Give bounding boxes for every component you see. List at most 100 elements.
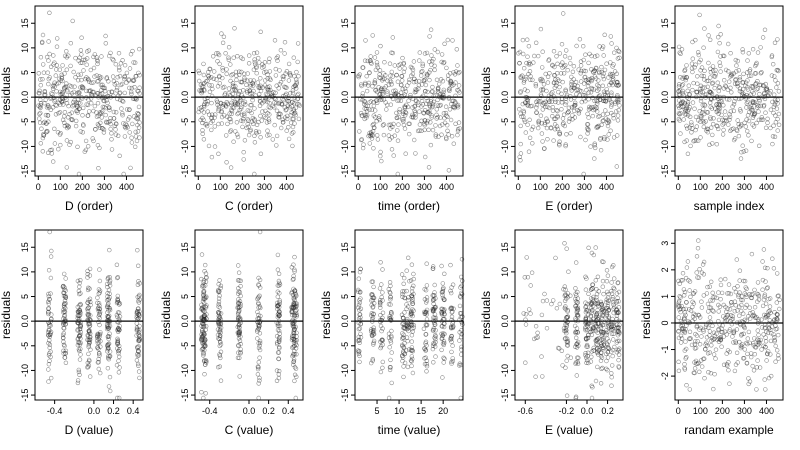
scatter-point xyxy=(564,132,569,137)
scatter-point xyxy=(615,94,620,100)
scatter-point xyxy=(775,67,780,73)
scatter-point xyxy=(706,370,711,375)
scatter-point xyxy=(610,347,616,353)
scatter-point xyxy=(257,320,262,326)
scatter-point xyxy=(714,142,719,147)
scatter-point xyxy=(589,319,595,324)
scatter-point xyxy=(449,285,454,290)
scatter-point xyxy=(578,134,583,140)
scatter-point xyxy=(265,128,270,133)
scatter-point xyxy=(389,147,395,152)
scatter-point xyxy=(606,346,612,351)
scatter-point xyxy=(378,305,383,310)
scatter-point xyxy=(220,85,226,90)
scatter-point xyxy=(75,97,81,102)
scatter-point xyxy=(434,107,439,112)
scatter-point xyxy=(48,95,53,100)
scatter-point xyxy=(568,131,573,136)
scatter-point xyxy=(575,289,580,295)
scatter-point xyxy=(770,256,775,261)
scatter-point xyxy=(720,314,726,319)
scatter-point xyxy=(61,348,66,353)
x-tick-label: 0.4 xyxy=(127,406,140,416)
scatter-point xyxy=(530,141,535,146)
scatter-point xyxy=(69,110,75,115)
scatter-point xyxy=(116,65,122,70)
scatter-point xyxy=(370,358,375,363)
scatter-point xyxy=(736,294,741,299)
scatter-point xyxy=(714,94,720,99)
scatter-point xyxy=(237,355,242,361)
scatter-point xyxy=(272,122,277,128)
scatter-point xyxy=(388,295,393,300)
scatter-point xyxy=(588,105,594,110)
y-tick-label: 0.0 xyxy=(500,315,510,328)
scatter-point xyxy=(687,125,692,130)
scatter-point xyxy=(572,296,578,302)
scatter-point xyxy=(356,289,361,294)
scatter-point xyxy=(75,77,81,83)
scatter-point xyxy=(456,88,461,93)
scatter-point xyxy=(616,331,622,336)
x-tick-label: 400 xyxy=(119,182,134,192)
scatter-point xyxy=(446,168,452,173)
scatter-point xyxy=(571,63,577,69)
scatter-point xyxy=(739,344,745,349)
scatter-point xyxy=(202,269,207,274)
scatter-point xyxy=(458,395,463,401)
scatter-point xyxy=(737,86,743,91)
scatter-point xyxy=(679,83,685,88)
scatter-point xyxy=(86,351,91,357)
scatter-point xyxy=(682,289,688,295)
scatter-point xyxy=(62,355,67,360)
scatter-point xyxy=(736,133,742,139)
scatter-point xyxy=(582,75,587,80)
scatter-point xyxy=(265,110,270,116)
scatter-point xyxy=(429,62,434,67)
scatter-point xyxy=(565,309,570,314)
scatter-point xyxy=(739,150,744,155)
scatter-point xyxy=(741,356,747,361)
scatter-point xyxy=(202,296,208,301)
scatter-point xyxy=(592,68,597,73)
scatter-point xyxy=(776,122,782,128)
scatter-point xyxy=(107,280,112,285)
scatter-point xyxy=(218,378,224,383)
scatter-point xyxy=(237,317,243,322)
scatter-point xyxy=(561,287,566,292)
scatter-point xyxy=(520,37,526,43)
scatter-point xyxy=(281,74,287,79)
scatter-point xyxy=(388,315,394,321)
plot-frame xyxy=(354,229,464,401)
scatter-point xyxy=(692,366,698,371)
scatter-point xyxy=(614,350,620,355)
scatter-point xyxy=(411,79,417,85)
scatter-point xyxy=(135,122,140,128)
scatter-point xyxy=(118,82,124,88)
scatter-point xyxy=(449,101,454,107)
scatter-point xyxy=(54,103,59,108)
scatter-point xyxy=(430,266,436,271)
scatter-point xyxy=(525,122,530,127)
scatter-point xyxy=(236,301,241,306)
scatter-point xyxy=(396,97,401,103)
scatter-point xyxy=(122,134,128,139)
y-tick-label: -10 xyxy=(180,364,190,377)
scatter-point xyxy=(400,353,405,359)
scatter-point xyxy=(737,75,743,80)
scatter-point xyxy=(40,149,45,154)
scatter-point xyxy=(595,337,600,342)
scatter-point xyxy=(745,78,750,83)
scatter-point xyxy=(379,158,384,164)
scatter-point xyxy=(199,107,204,113)
scatter-point xyxy=(97,331,103,337)
scatter-point xyxy=(398,90,404,95)
scatter-point xyxy=(404,323,410,328)
scatter-point xyxy=(546,97,551,102)
scatter-point xyxy=(136,330,142,335)
scatter-point xyxy=(78,340,83,346)
scatter-point xyxy=(286,136,292,142)
scatter-point xyxy=(197,78,202,84)
scatter-point xyxy=(105,318,111,323)
scatter-point xyxy=(586,60,591,66)
